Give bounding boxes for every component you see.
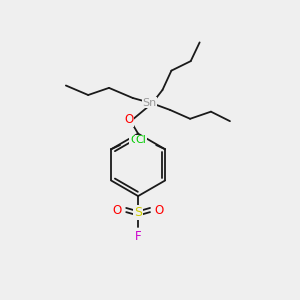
Text: O: O xyxy=(113,203,122,217)
Text: Sn: Sn xyxy=(142,98,157,108)
Text: F: F xyxy=(135,230,141,243)
Text: Cl: Cl xyxy=(130,135,141,145)
Text: O: O xyxy=(154,203,164,217)
Text: Cl: Cl xyxy=(135,135,146,145)
Text: O: O xyxy=(124,113,134,127)
Text: S: S xyxy=(134,206,142,219)
